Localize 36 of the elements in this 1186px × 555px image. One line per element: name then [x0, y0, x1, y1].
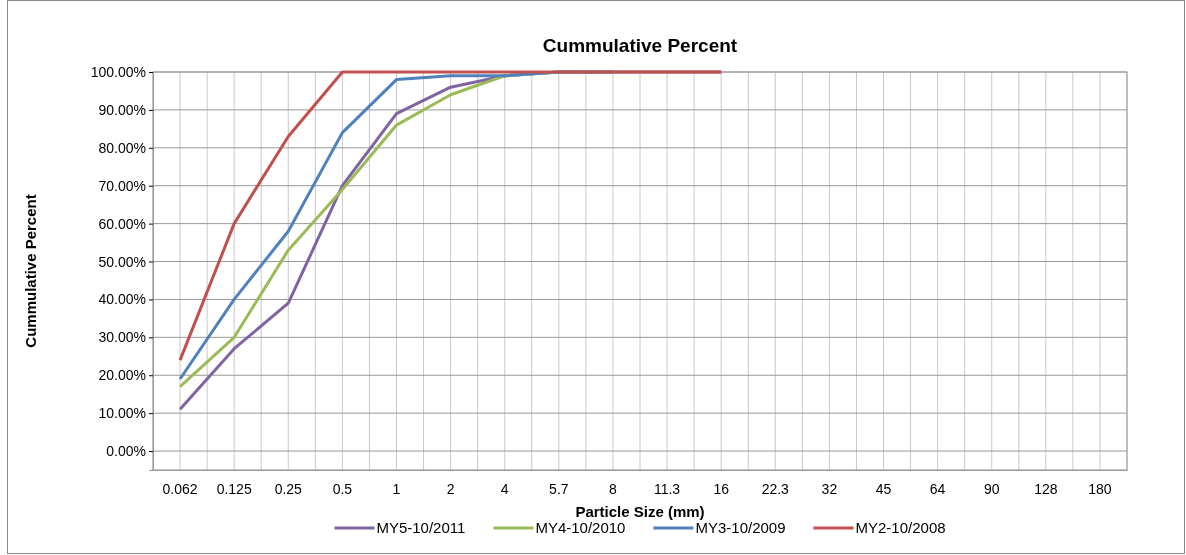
x-tick-label: 5.7	[549, 480, 569, 497]
x-tick-label: 4	[500, 480, 509, 497]
x-tick-label: 0.062	[162, 480, 198, 497]
chart-title: Cummulative Percent	[542, 35, 738, 56]
y-tick-label: 100.00%	[90, 63, 146, 80]
y-tick-label: 10.00%	[98, 405, 146, 422]
y-tick-label: 90.00%	[98, 101, 146, 118]
x-tick-label: 11.3	[653, 480, 681, 497]
x-tick-label: 0.125	[216, 480, 252, 497]
x-tick-label: 90	[983, 480, 1000, 497]
x-tick-label: 64	[929, 480, 946, 497]
y-tick-label: 50.00%	[98, 253, 146, 270]
x-tick-label: 2	[446, 480, 455, 497]
y-tick-label: 30.00%	[98, 329, 146, 346]
x-tick-label: 8	[609, 480, 618, 497]
x-tick-label: 0.25	[274, 480, 303, 497]
x-tick-label: 16	[713, 480, 730, 497]
x-tick-label: 0.5	[332, 480, 353, 497]
y-tick-label: 20.00%	[98, 367, 146, 384]
x-axis-title: Particle Size (mm)	[575, 503, 705, 520]
x-tick-label: 180	[1088, 480, 1112, 497]
y-axis-title: Cummulative Percent	[22, 194, 39, 348]
x-tick-label: 32	[821, 480, 838, 497]
legend-label: MY4-10/2010	[535, 519, 626, 536]
y-tick-label: 70.00%	[98, 177, 146, 194]
x-tick-label: 128	[1034, 480, 1058, 497]
legend-label: MY5-10/2011	[376, 519, 466, 536]
y-tick-label: 60.00%	[98, 215, 146, 232]
y-tick-label: 0.00%	[106, 443, 146, 460]
y-tick-label: 80.00%	[98, 139, 146, 156]
legend-label: MY3-10/2009	[695, 519, 786, 536]
y-tick-label: 40.00%	[98, 291, 146, 308]
x-tick-label: 1	[392, 480, 401, 497]
x-tick-label: 45	[875, 480, 892, 497]
legend-label: MY2-10/2008	[855, 519, 946, 536]
x-tick-label: 22.3	[761, 480, 790, 497]
